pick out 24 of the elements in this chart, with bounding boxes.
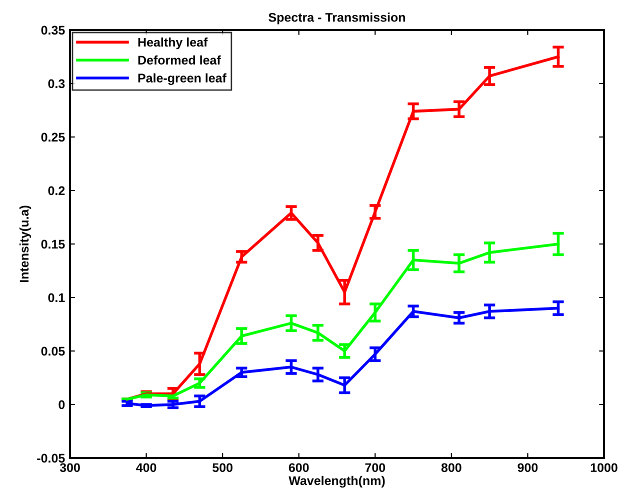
- y-tick-label: 0.1: [48, 293, 65, 302]
- x-tick-label: 700: [365, 463, 386, 472]
- x-tick-label: 600: [288, 463, 309, 472]
- x-tick-label: 300: [60, 463, 80, 472]
- legend-label: Pale-green leaf: [138, 73, 226, 86]
- chart-title: Spectra - Transmission: [268, 12, 406, 24]
- y-tick-label: -0.05: [37, 454, 65, 463]
- line-series: [126, 306, 560, 407]
- legend-label: Healthy leaf: [138, 38, 208, 50]
- x-tick-label: 900: [518, 463, 538, 472]
- y-tick-label: 0.15: [41, 240, 65, 249]
- x-axis-title: Wavelength(nm): [288, 476, 385, 488]
- legend-label: Deformed leaf: [138, 55, 221, 65]
- x-tick-label: 400: [136, 463, 156, 472]
- y-tick-label: 0: [58, 400, 65, 410]
- y-tick-label: 0.3: [48, 79, 65, 88]
- y-tick-label: 0.25: [41, 132, 65, 142]
- x-tick-label: 500: [212, 463, 232, 472]
- x-tick-label: 1000: [590, 463, 618, 472]
- y-tick-label: 0.35: [41, 26, 65, 35]
- y-axis-title: Intensity(u.a): [19, 206, 32, 282]
- y-tick-label: 0.05: [41, 346, 65, 356]
- x-tick-label: 800: [441, 463, 462, 472]
- y-tick-label: 0.2: [48, 186, 65, 196]
